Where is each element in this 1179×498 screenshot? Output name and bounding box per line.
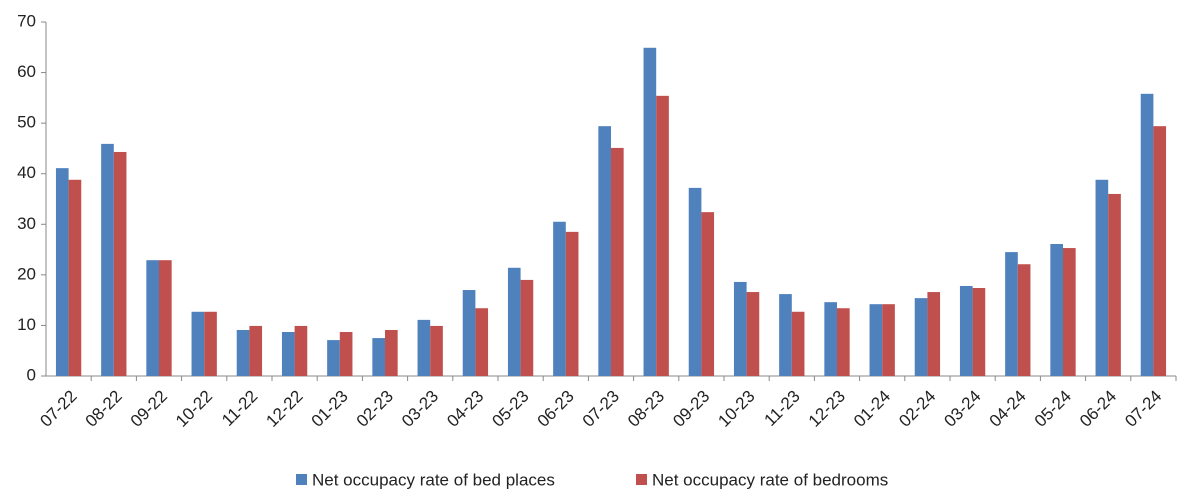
x-tick-label: 08-23: [624, 387, 668, 431]
x-tick-label: 03-24: [940, 387, 984, 431]
x-tick-label: 09-23: [669, 387, 713, 431]
x-tick-label: 05-24: [1031, 387, 1075, 431]
bar: [1017, 264, 1031, 376]
bar: [68, 179, 82, 376]
bar: [236, 329, 250, 376]
bar: [882, 304, 895, 376]
bar: [327, 340, 340, 376]
x-tick-label: 10-22: [172, 387, 216, 431]
bar: [146, 260, 159, 376]
bar: [611, 147, 624, 376]
bar: [914, 298, 928, 376]
x-tick-label: 10-23: [714, 387, 758, 431]
bar: [959, 285, 973, 376]
legend-swatch: [636, 474, 647, 485]
x-tick-label: 01-23: [308, 387, 352, 431]
bar: [507, 267, 521, 376]
bar: [113, 151, 127, 376]
bar: [1005, 252, 1018, 376]
bar: [281, 332, 295, 376]
bar: [204, 311, 217, 376]
y-tick-label: 70: [17, 11, 36, 30]
bar: [643, 47, 657, 376]
legend-label: Net occupacy rate of bedrooms: [652, 470, 888, 489]
bar: [1140, 93, 1154, 376]
bar: [791, 311, 805, 376]
x-tick-label: 04-24: [986, 387, 1030, 431]
bar: [824, 302, 837, 376]
bar: [249, 325, 263, 376]
x-tick-label: 06-23: [534, 387, 578, 431]
y-tick-label: 10: [17, 315, 36, 334]
y-tick-label: 40: [17, 163, 36, 182]
bar: [733, 281, 747, 376]
bar: [430, 325, 443, 376]
bar: [462, 290, 476, 376]
bar: [1050, 244, 1063, 376]
bar: [1095, 179, 1109, 376]
bar: [1153, 126, 1167, 376]
bar: [294, 325, 308, 376]
x-tick-label: 12-22: [262, 387, 306, 431]
bar: [598, 126, 611, 376]
bar: [339, 332, 353, 376]
x-tick-label: 07-22: [36, 387, 80, 431]
bar: [372, 338, 385, 376]
bar: [779, 294, 792, 376]
legend-swatch: [296, 474, 307, 485]
bar: [1108, 193, 1121, 376]
x-tick-label: 01-24: [850, 387, 894, 431]
bar: [869, 304, 883, 376]
bar: [927, 292, 941, 376]
bar: [417, 319, 431, 376]
x-tick-label: 12-23: [805, 387, 849, 431]
bar: [1063, 248, 1076, 376]
bar: [101, 143, 114, 376]
bar: [746, 292, 760, 376]
x-tick-label: 07-23: [579, 387, 623, 431]
bar: [191, 311, 205, 376]
x-tick-label: 05-23: [488, 387, 532, 431]
bar: [385, 329, 398, 376]
x-tick-label: 11-22: [218, 387, 261, 430]
legend-label: Net occupacy rate of bed places: [312, 470, 555, 489]
bar: [688, 187, 702, 376]
bar: [475, 308, 489, 376]
x-tick-label: 04-23: [443, 387, 487, 431]
y-tick-label: 0: [27, 365, 36, 384]
x-tick-label: 07-24: [1121, 387, 1165, 431]
x-tick-label: 03-23: [398, 387, 442, 431]
x-tick-label: 06-24: [1076, 387, 1120, 431]
bar: [553, 221, 566, 376]
y-tick-label: 20: [17, 264, 36, 283]
bar: [972, 288, 986, 376]
y-tick-label: 60: [17, 62, 36, 81]
bar: [656, 95, 669, 376]
bar: [159, 260, 172, 376]
bar: [55, 168, 69, 376]
x-tick-label: 02-24: [895, 387, 939, 431]
bar: [837, 308, 850, 376]
x-tick-label: 08-22: [82, 387, 126, 431]
bar: [565, 231, 579, 376]
x-tick-label: 11-23: [761, 387, 804, 430]
x-tick-label: 09-22: [127, 387, 171, 431]
bar: [701, 212, 715, 376]
x-tick-label: 02-23: [353, 387, 397, 431]
y-tick-label: 30: [17, 214, 36, 233]
y-tick-label: 50: [17, 113, 36, 132]
bar: [520, 279, 534, 376]
